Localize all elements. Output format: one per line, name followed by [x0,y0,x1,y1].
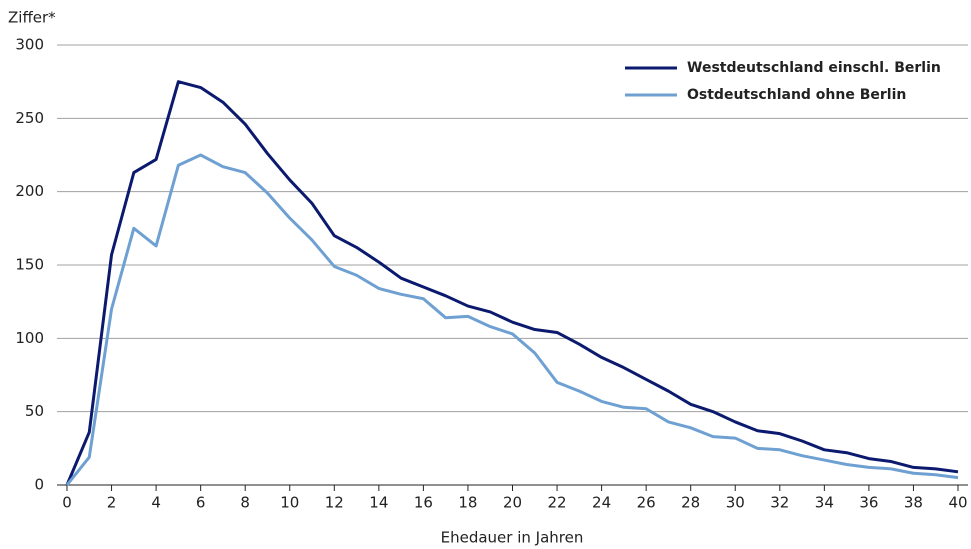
x-tick-label: 22 [548,494,567,512]
x-tick-label: 36 [859,494,878,512]
x-tick-label: 18 [458,494,477,512]
x-tick-label: 34 [815,494,834,512]
x-tick-label: 8 [240,494,250,512]
y-tick-label: 200 [15,182,44,200]
x-tick-label: 32 [770,494,789,512]
x-tick-label: 2 [107,494,117,512]
x-tick-label: 30 [726,494,745,512]
data-line [65,153,959,486]
x-tick-label: 20 [503,494,522,512]
data-line [65,80,959,486]
x-axis-label: Ehedauer in Jahren [441,529,584,547]
y-tick-label: 50 [25,402,44,420]
y-tick-label: 150 [15,256,44,274]
x-tick-label: 16 [414,494,433,512]
x-tick-label: 10 [280,494,299,512]
x-tick-label: 14 [369,494,388,512]
x-tick-label: 0 [62,494,72,512]
x-tick-label: 24 [592,494,611,512]
y-tick-label: 250 [15,109,44,127]
x-tick-label: 26 [637,494,656,512]
x-tick-label: 40 [948,494,967,512]
legend-label: Westdeutschland einschl. Berlin [687,60,941,76]
x-tick-label: 4 [151,494,161,512]
y-axis-label: Ziffer* [8,9,56,27]
y-tick-label: 300 [15,36,44,54]
y-tick-label: 100 [15,329,44,347]
x-tick-label: 6 [196,494,206,512]
x-tick-label: 38 [904,494,923,512]
x-tick-label: 12 [325,494,344,512]
y-tick-label: 0 [34,476,44,494]
x-tick-label: 28 [681,494,700,512]
legend-label: Ostdeutschland ohne Berlin [687,87,906,103]
